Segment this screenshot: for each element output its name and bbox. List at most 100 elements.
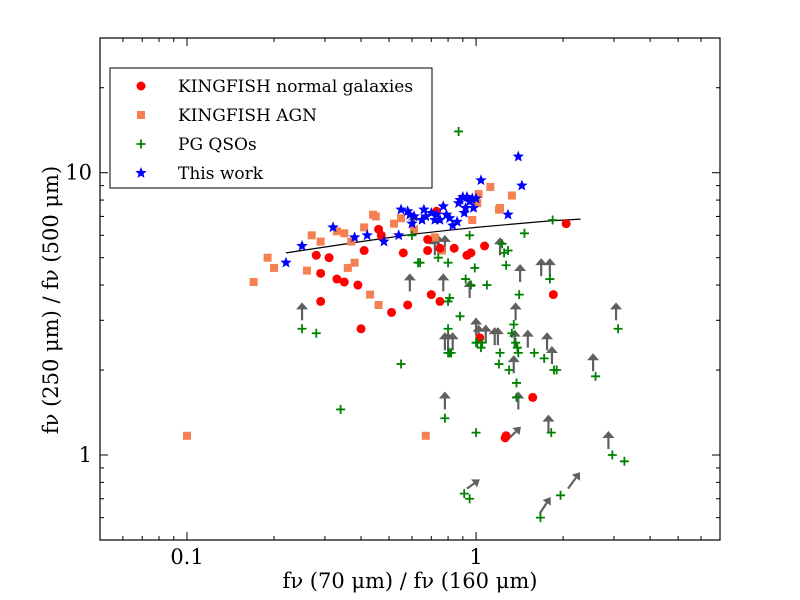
lower-limit-arrow-head <box>610 302 623 310</box>
data-point <box>561 219 571 229</box>
data-point <box>387 307 397 317</box>
data-point <box>502 208 514 220</box>
axis-ticks: 0.1 1 1 10 <box>65 37 720 569</box>
data-point <box>539 353 549 363</box>
legend-label: This work <box>178 164 264 184</box>
data-point <box>311 328 321 338</box>
series-square <box>183 182 516 440</box>
data-point <box>501 431 511 441</box>
data-point <box>406 217 418 229</box>
data-point <box>513 348 523 358</box>
data-point <box>455 311 465 321</box>
data-point <box>348 231 361 243</box>
lower-limit-arrow-head <box>514 264 527 272</box>
data-point <box>449 243 459 253</box>
data-point <box>458 207 470 218</box>
lower-limit-arrow-head <box>491 327 504 335</box>
data-point <box>495 348 505 358</box>
data-point <box>307 231 316 240</box>
data-point <box>451 215 463 227</box>
series-circle <box>311 206 571 443</box>
data-point <box>302 266 311 275</box>
data-point <box>410 225 419 234</box>
data-point <box>440 208 453 220</box>
x-axis-label: fν (70 μm) / fν (160 μm) <box>283 569 538 593</box>
data-point <box>443 324 453 334</box>
data-point <box>407 230 417 240</box>
data-point <box>350 258 359 267</box>
data-point <box>512 392 522 402</box>
x-tick-label: 0.1 <box>170 545 203 569</box>
lower-limit-arrow-head <box>438 391 451 399</box>
diagonal-limit-arrow-shaft <box>567 477 577 490</box>
data-point <box>496 203 505 212</box>
data-point <box>473 199 482 208</box>
data-point <box>607 450 617 460</box>
data-point <box>556 490 566 500</box>
data-point <box>548 290 558 300</box>
data-point <box>552 365 562 375</box>
y-axis-label: fν (250 μm) / fν (500 μm) <box>39 166 63 434</box>
series-star <box>280 150 528 268</box>
data-point <box>535 513 545 523</box>
data-point <box>619 456 629 466</box>
data-point <box>465 230 475 240</box>
diagonal-limit-arrow-head <box>471 479 480 488</box>
data-point <box>482 280 492 290</box>
diagonal-limit-arrow-head <box>542 497 551 506</box>
data-point <box>393 229 405 241</box>
data-point <box>471 428 481 438</box>
legend-marker <box>135 167 147 178</box>
data-point <box>548 215 558 225</box>
data-point <box>461 274 471 284</box>
data-point <box>316 296 326 306</box>
data-point <box>343 263 352 272</box>
data-point <box>426 290 436 300</box>
data-point <box>296 240 308 251</box>
legend-label: PG QSOs <box>178 135 257 155</box>
lower-limit-arrow-head <box>535 258 548 266</box>
data-point <box>423 246 433 256</box>
lower-limit-arrow-head <box>545 346 558 354</box>
data-point <box>501 260 511 270</box>
data-point <box>395 203 407 215</box>
data-point <box>430 233 439 242</box>
data-point <box>359 246 369 256</box>
data-point <box>512 343 522 353</box>
data-point <box>454 126 464 136</box>
lower-limit-arrow-head <box>494 237 507 245</box>
lower-limit-arrow-head <box>470 317 483 325</box>
data-point <box>507 328 517 338</box>
data-point <box>397 214 406 223</box>
plot-frame <box>99 37 721 541</box>
data-point <box>459 202 472 213</box>
data-point <box>425 207 437 218</box>
data-point <box>507 191 516 200</box>
legend-marker <box>136 81 146 91</box>
data-point <box>270 263 279 272</box>
y-tick-label: 1 <box>79 443 92 467</box>
data-point <box>511 338 521 348</box>
data-point <box>512 378 522 388</box>
data-point <box>371 212 380 221</box>
data-point <box>435 296 445 306</box>
data-point <box>374 224 384 234</box>
data-point <box>316 268 326 278</box>
data-point <box>486 182 495 191</box>
data-point <box>466 280 476 290</box>
data-point <box>361 229 373 241</box>
data-point <box>529 348 539 358</box>
data-point <box>519 228 529 238</box>
data-point <box>418 203 430 215</box>
lower-limit-arrow-head <box>541 332 554 340</box>
data-point <box>435 243 445 253</box>
data-marks <box>183 126 629 523</box>
data-point <box>366 290 375 299</box>
data-point <box>474 190 483 199</box>
data-point <box>340 229 349 238</box>
data-point <box>504 365 514 375</box>
data-point <box>316 237 325 246</box>
data-point <box>447 219 459 231</box>
lower-limit-arrow-head <box>521 329 534 337</box>
lower-limit-arrow-head <box>542 414 555 422</box>
